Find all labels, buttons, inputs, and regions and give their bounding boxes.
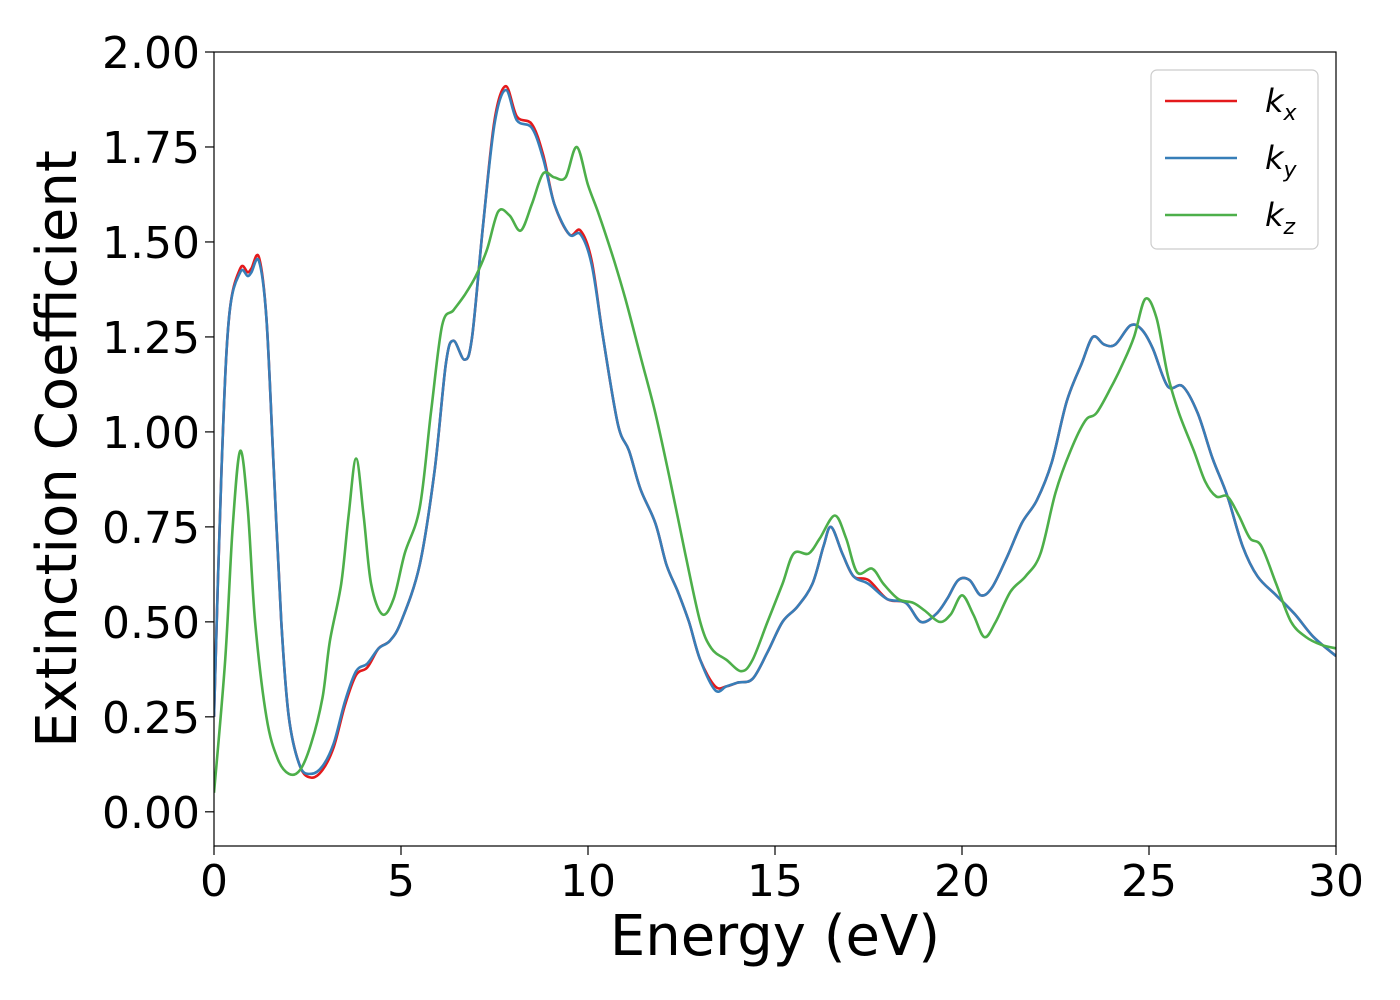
y-tick-label: 0.75 xyxy=(102,503,200,554)
ticks-layer: 0 5 10 15 20 25 30 0.00 0.25 0.50 0.75 1.00 1.25 1.50… xyxy=(102,28,1364,907)
y-tick-label: 0.00 xyxy=(102,788,200,839)
y-tick-label: 1.25 xyxy=(102,313,200,364)
y-axis-title: Extinction Coefficient xyxy=(25,150,90,748)
y-tick-label: 1.50 xyxy=(102,218,200,269)
x-axis-title: Energy (eV) xyxy=(610,904,940,969)
series-line-ky xyxy=(214,88,1336,776)
y-tick-label: 0.50 xyxy=(102,598,200,649)
x-tick-label: 0 xyxy=(200,856,228,907)
x-tick-label: 25 xyxy=(1121,856,1177,907)
x-tick-label: 5 xyxy=(387,856,415,907)
y-tick-label: 1.75 xyxy=(102,123,200,174)
legend-box xyxy=(1150,69,1319,250)
y-tick-label: 1.00 xyxy=(102,408,200,459)
legend-label-ky: ky xyxy=(1265,139,1298,183)
y-tick-label: 2.00 xyxy=(102,28,200,79)
series-layer xyxy=(214,84,1336,793)
series-line-kz xyxy=(214,145,1336,793)
y-tick-label: 0.25 xyxy=(102,693,200,744)
x-tick-label: 15 xyxy=(747,856,803,907)
x-tick-label: 10 xyxy=(560,856,616,907)
x-tick-label: 30 xyxy=(1308,856,1364,907)
x-tick-label: 20 xyxy=(934,856,990,907)
